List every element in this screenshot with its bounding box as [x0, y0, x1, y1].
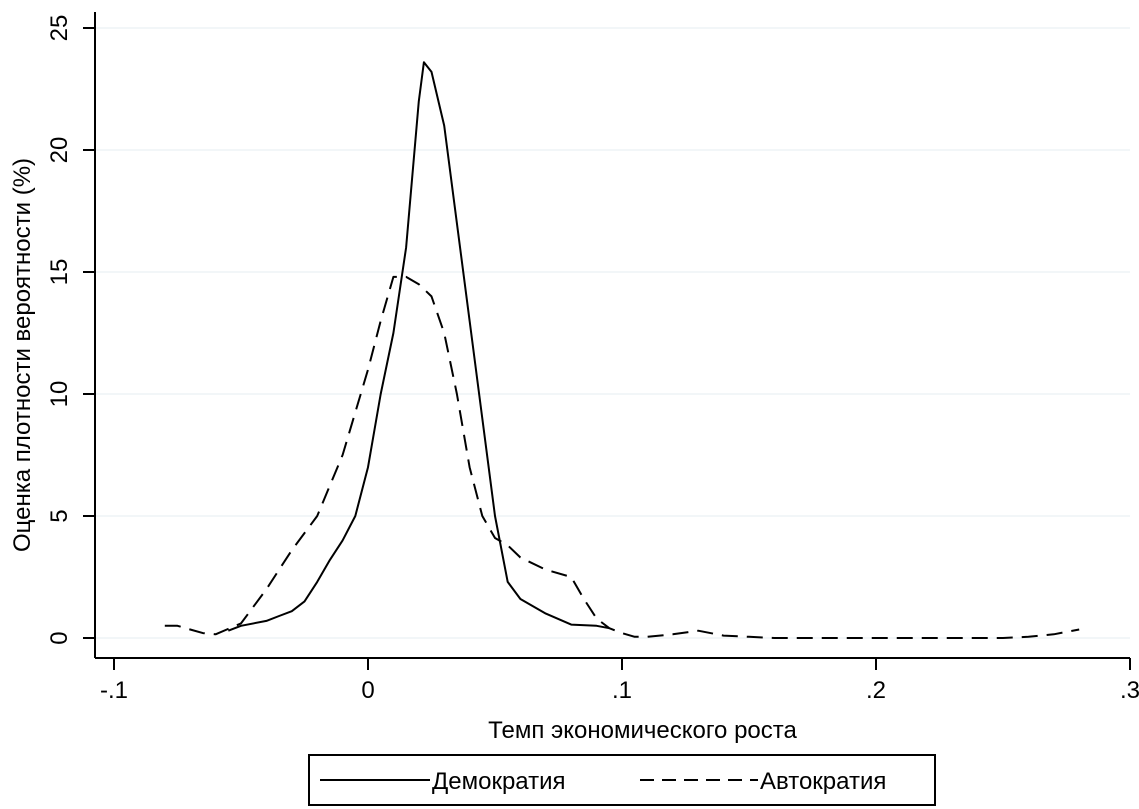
x-tick-label: .1 — [612, 677, 632, 704]
series-lines — [164, 61, 1080, 639]
x-tick-label: .3 — [1120, 677, 1139, 704]
series-line-autocracy — [164, 275, 1080, 639]
x-tick-label: .2 — [866, 677, 886, 704]
y-axis-title: Оценка плотности вероятности (%) — [9, 158, 36, 552]
y-tick-label: 5 — [46, 509, 73, 522]
y-tick-label: 20 — [46, 137, 73, 164]
x-tick-label: 0 — [361, 677, 374, 704]
y-tick-label: 25 — [46, 15, 73, 42]
gridlines — [95, 27, 1130, 639]
x-axis-title: Темп экономического роста — [488, 717, 797, 744]
y-tick-label: 10 — [46, 381, 73, 408]
legend-label-democracy: Демократия — [432, 768, 566, 795]
y-tick-label: 0 — [46, 631, 73, 644]
legend: Демократия Автократия — [308, 754, 936, 806]
x-tick-label: -.1 — [100, 677, 128, 704]
legend-label-autocracy: Автократия — [760, 768, 886, 795]
axes — [94, 12, 1130, 659]
ticks: 0 5 10 15 20 25 -.1 0 .1 .2 .3 — [46, 15, 1139, 704]
y-tick-label: 15 — [46, 259, 73, 286]
series-line-democracy — [227, 61, 610, 632]
